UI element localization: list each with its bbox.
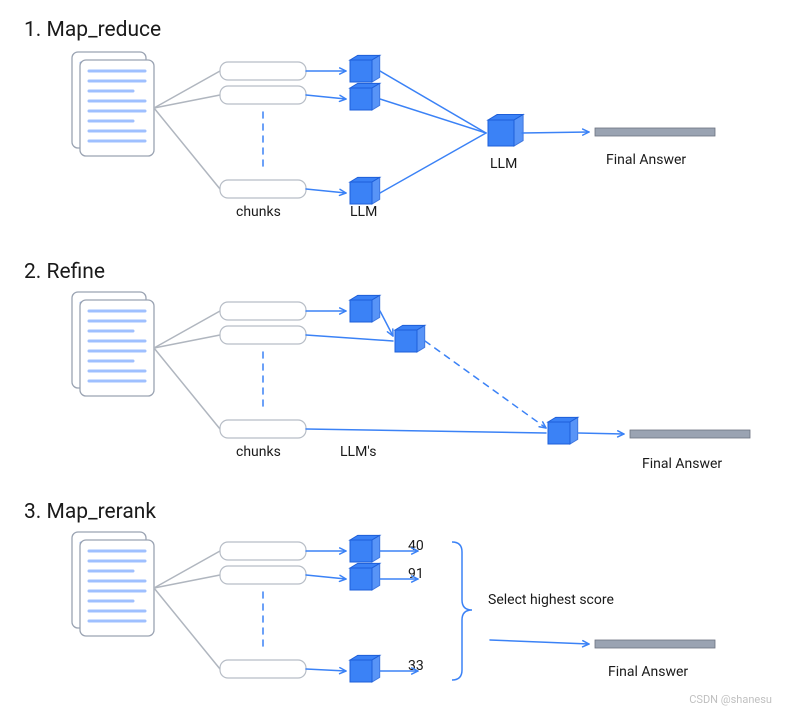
score-33: 33: [408, 658, 424, 674]
watermark: CSDN @shanesu: [689, 693, 772, 706]
score-91: 91: [408, 566, 424, 582]
diagram-svg: [0, 0, 790, 712]
llms-label-2: LLM's: [340, 444, 376, 460]
final-answer-label-3: Final Answer: [608, 664, 688, 680]
section-1-title: 1. Map_reduce: [24, 18, 161, 42]
section-2-title: 2. Refine: [24, 260, 105, 284]
llm-label-1a: LLM: [350, 204, 377, 220]
chunks-label-1: chunks: [236, 204, 281, 220]
chunks-label-2: chunks: [236, 444, 281, 460]
llm-label-1b: LLM: [490, 156, 517, 172]
select-highest-label: Select highest score: [488, 592, 614, 608]
final-answer-label-2: Final Answer: [642, 456, 722, 472]
final-answer-label-1: Final Answer: [606, 152, 686, 168]
section-3-title: 3. Map_rerank: [24, 500, 156, 524]
score-40: 40: [408, 538, 424, 554]
